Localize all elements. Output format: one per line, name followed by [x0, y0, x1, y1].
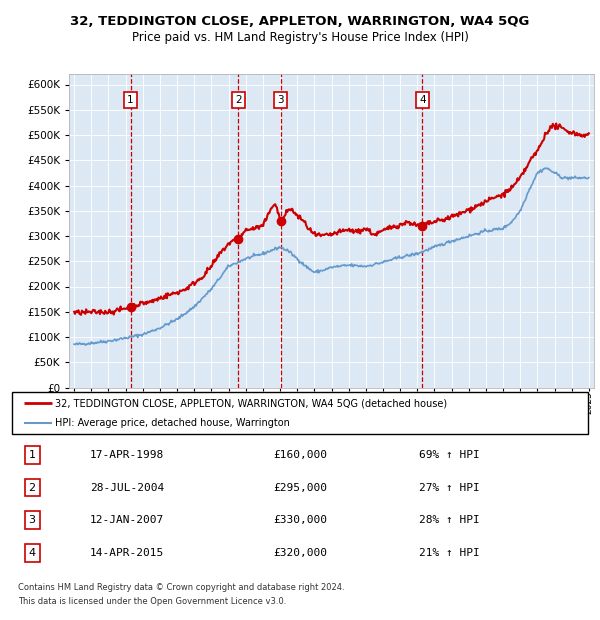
Text: This data is licensed under the Open Government Licence v3.0.: This data is licensed under the Open Gov… — [18, 597, 286, 606]
Text: 27% ↑ HPI: 27% ↑ HPI — [419, 482, 480, 492]
Text: £295,000: £295,000 — [273, 482, 327, 492]
Text: 4: 4 — [29, 547, 36, 557]
Text: 1: 1 — [29, 450, 35, 460]
Text: Price paid vs. HM Land Registry's House Price Index (HPI): Price paid vs. HM Land Registry's House … — [131, 31, 469, 43]
Text: 14-APR-2015: 14-APR-2015 — [90, 547, 164, 557]
Text: 17-APR-1998: 17-APR-1998 — [90, 450, 164, 460]
Text: 12-JAN-2007: 12-JAN-2007 — [90, 515, 164, 525]
Text: 4: 4 — [419, 95, 425, 105]
Text: 28-JUL-2004: 28-JUL-2004 — [90, 482, 164, 492]
Text: 3: 3 — [29, 515, 35, 525]
Text: 28% ↑ HPI: 28% ↑ HPI — [419, 515, 480, 525]
Text: Contains HM Land Registry data © Crown copyright and database right 2024.: Contains HM Land Registry data © Crown c… — [18, 583, 344, 592]
Text: HPI: Average price, detached house, Warrington: HPI: Average price, detached house, Warr… — [55, 418, 290, 428]
Text: 21% ↑ HPI: 21% ↑ HPI — [419, 547, 480, 557]
Text: 2: 2 — [235, 95, 241, 105]
Text: 32, TEDDINGTON CLOSE, APPLETON, WARRINGTON, WA4 5QG: 32, TEDDINGTON CLOSE, APPLETON, WARRINGT… — [70, 16, 530, 28]
Text: 1: 1 — [127, 95, 134, 105]
Text: £160,000: £160,000 — [273, 450, 327, 460]
Text: £330,000: £330,000 — [273, 515, 327, 525]
Text: £320,000: £320,000 — [273, 547, 327, 557]
Text: 32, TEDDINGTON CLOSE, APPLETON, WARRINGTON, WA4 5QG (detached house): 32, TEDDINGTON CLOSE, APPLETON, WARRINGT… — [55, 398, 448, 408]
Text: 3: 3 — [277, 95, 284, 105]
Text: 2: 2 — [29, 482, 36, 492]
Text: 69% ↑ HPI: 69% ↑ HPI — [419, 450, 480, 460]
